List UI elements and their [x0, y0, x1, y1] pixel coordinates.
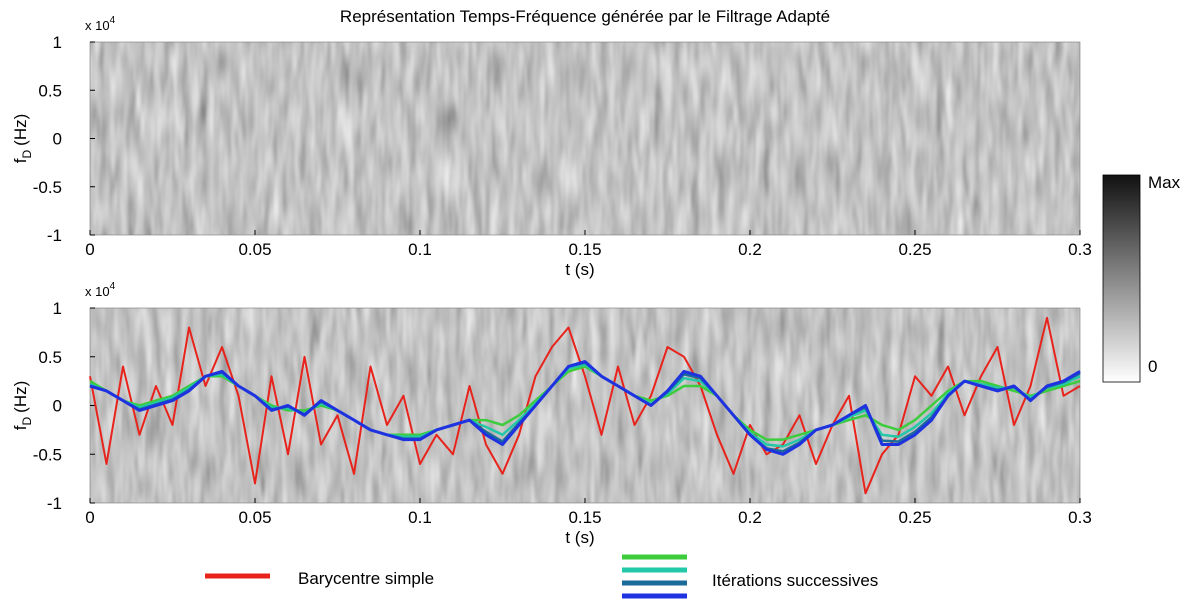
- y-tick-label: 0: [53, 397, 62, 416]
- y-scale-base: x 10: [85, 284, 110, 299]
- y-axis-label: fD (Hz): [11, 381, 34, 431]
- spectrogram-background: [90, 42, 1080, 235]
- x-tick-label: 0.3: [1068, 240, 1092, 259]
- colorbar: [1102, 174, 1141, 383]
- y-label-unit: (Hz): [11, 114, 30, 146]
- colorbar-label: 0: [1148, 357, 1157, 376]
- x-tick-label: 0.1: [408, 240, 432, 259]
- y-label-sub: D: [20, 150, 34, 159]
- x-tick-label: 0: [85, 240, 94, 259]
- colorbar-label: Max: [1148, 173, 1181, 192]
- x-tick-label: 0.2: [738, 240, 762, 259]
- x-axis-label: t (s): [565, 528, 594, 547]
- y-tick-label: 0.5: [38, 81, 62, 100]
- y-tick-label: 0.5: [38, 348, 62, 367]
- x-tick-label: 0: [85, 508, 94, 527]
- x-tick-label: 0.3: [1068, 508, 1092, 527]
- y-scale-label: x 104: [85, 15, 116, 33]
- y-scale-base: x 10: [85, 18, 110, 33]
- series-line: [89, 316, 1081, 495]
- x-tick-label: 0.15: [568, 508, 601, 527]
- y-tick-label: -1: [47, 494, 62, 513]
- legend-label: Itérations successives: [712, 571, 878, 590]
- y-tick-label: 1: [53, 33, 62, 52]
- x-tick-label: 0.25: [898, 240, 931, 259]
- y-label-sub: D: [20, 417, 34, 426]
- x-tick-label: 0.1: [408, 508, 432, 527]
- x-axis-label: t (s): [565, 260, 594, 279]
- y-scale-exponent: 4: [110, 15, 116, 26]
- y-tick-label: -0.5: [33, 178, 62, 197]
- y-tick-label: 0: [53, 130, 62, 149]
- y-label-base: f: [11, 158, 30, 163]
- legend: Barycentre simple Itérations successives: [205, 554, 878, 599]
- x-tick-label: 0.25: [898, 508, 931, 527]
- y-scale-exponent: 4: [110, 281, 116, 292]
- y-label-base: f: [11, 425, 30, 430]
- series-line: [89, 360, 1081, 456]
- x-tick-label: 0.05: [238, 240, 271, 259]
- spectrogram-background: [90, 308, 1080, 503]
- y-label-unit: (Hz): [11, 381, 30, 413]
- legend-label: Barycentre simple: [298, 569, 434, 588]
- x-tick-label: 0.2: [738, 508, 762, 527]
- y-tick-label: -1: [47, 226, 62, 245]
- chart-title: Représentation Temps-Fréquence générée p…: [340, 7, 830, 26]
- y-axis-label: fD (Hz): [11, 114, 34, 164]
- x-tick-label: 0.05: [238, 508, 271, 527]
- x-tick-label: 0.15: [568, 240, 601, 259]
- y-scale-label: x 104: [85, 281, 116, 299]
- y-tick-label: -0.5: [33, 445, 62, 464]
- y-tick-label: 1: [53, 299, 62, 318]
